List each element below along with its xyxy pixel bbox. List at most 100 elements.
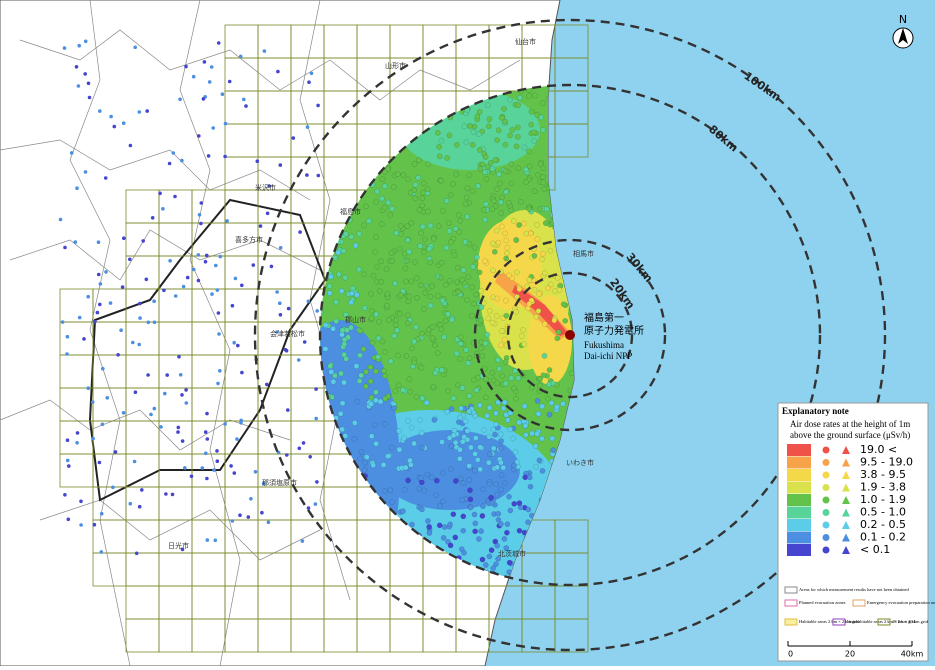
measurement-point <box>184 64 188 69</box>
measurement-point <box>540 165 547 171</box>
measurement-point <box>167 161 172 166</box>
measurement-point <box>354 398 361 405</box>
measurement-point <box>122 236 126 240</box>
grid-cell <box>554 618 589 653</box>
measurement-point <box>452 534 459 541</box>
measurement-point <box>342 432 349 439</box>
measurement-point <box>475 374 481 381</box>
legend-label: < 0.1 <box>860 543 890 556</box>
measurement-point <box>495 510 502 517</box>
measurement-point <box>357 455 364 462</box>
measurement-point <box>362 459 368 466</box>
measurement-point <box>298 230 302 234</box>
measurement-point <box>495 517 502 523</box>
measurement-point <box>497 180 503 187</box>
measurement-point <box>513 395 519 402</box>
measurement-point <box>438 274 444 281</box>
measurement-point <box>177 355 181 359</box>
measurement-point <box>519 333 525 339</box>
measurement-point <box>485 459 492 466</box>
measurement-point <box>441 334 447 340</box>
measurement-point <box>471 300 477 307</box>
city: 北茨城市 <box>498 549 526 558</box>
measurement-point <box>408 278 415 285</box>
measurement-point <box>498 438 504 444</box>
measurement-point <box>512 449 519 455</box>
measurement-point <box>460 513 467 520</box>
measurement-point <box>497 445 504 452</box>
measurement-point <box>374 263 380 270</box>
measurement-point <box>314 416 319 421</box>
measurement-point <box>499 194 506 201</box>
measurement-point <box>477 444 483 451</box>
measurement-point <box>521 220 527 227</box>
measurement-point <box>200 466 205 470</box>
city: 福島市 <box>340 207 361 216</box>
measurement-point <box>488 494 494 501</box>
measurement-point <box>503 359 509 365</box>
measurement-point <box>413 324 419 331</box>
measurement-point <box>330 378 337 385</box>
measurement-point <box>498 459 504 466</box>
measurement-point <box>373 199 380 205</box>
measurement-point <box>537 205 544 212</box>
measurement-point <box>370 462 377 468</box>
measurement-point <box>513 143 520 150</box>
measurement-point <box>521 144 528 151</box>
measurement-point <box>357 328 364 334</box>
measurement-point <box>395 352 401 359</box>
legend-subtitle: Air dose rates at the height of 1m <box>790 419 910 429</box>
measurement-point <box>176 430 180 434</box>
measurement-point <box>104 270 108 274</box>
measurement-point <box>495 127 502 134</box>
measurement-point <box>534 431 540 437</box>
measurement-point <box>369 339 376 346</box>
measurement-point <box>315 480 319 484</box>
measurement-point <box>526 276 533 283</box>
measurement-point <box>531 286 538 293</box>
measurement-point <box>546 367 553 373</box>
measurement-point <box>438 259 445 266</box>
legend-note: Habitable areas 2 km × 2 km grid <box>799 619 860 624</box>
measurement-point <box>83 39 88 44</box>
measurement-point <box>467 487 473 494</box>
measurement-point <box>367 364 374 370</box>
measurement-point <box>511 385 517 392</box>
measurement-point <box>373 389 379 395</box>
measurement-point <box>137 504 142 509</box>
measurement-point <box>464 436 471 443</box>
measurement-point <box>413 393 420 400</box>
city: 相馬市 <box>573 249 594 258</box>
measurement-point <box>419 395 426 402</box>
measurement-point <box>411 440 417 447</box>
measurement-point <box>461 123 468 130</box>
measurement-point <box>536 457 543 464</box>
legend-label: 0.5 - 1.0 <box>860 506 906 519</box>
measurement-point <box>438 177 444 184</box>
measurement-point <box>513 308 520 315</box>
measurement-point <box>150 216 155 220</box>
measurement-point <box>456 455 463 462</box>
measurement-point <box>431 235 437 242</box>
measurement-point <box>495 356 501 363</box>
measurement-point <box>411 359 418 366</box>
measurement-point <box>484 331 491 338</box>
measurement-point <box>434 129 441 136</box>
measurement-point <box>483 201 489 207</box>
measurement-point <box>560 301 567 308</box>
measurement-point <box>353 363 360 369</box>
measurement-point <box>189 474 194 479</box>
measurement-point <box>486 433 492 440</box>
city: いわき市 <box>566 458 594 467</box>
measurement-point <box>489 165 496 172</box>
measurement-point <box>478 528 485 534</box>
measurement-point <box>368 290 374 297</box>
legend-swatch <box>787 456 811 469</box>
measurement-point <box>526 206 533 212</box>
measurement-point <box>227 79 232 84</box>
measurement-point <box>442 281 449 288</box>
measurement-point <box>356 266 362 273</box>
measurement-point <box>454 279 460 286</box>
measurement-point <box>404 223 411 230</box>
measurement-point <box>343 231 349 237</box>
